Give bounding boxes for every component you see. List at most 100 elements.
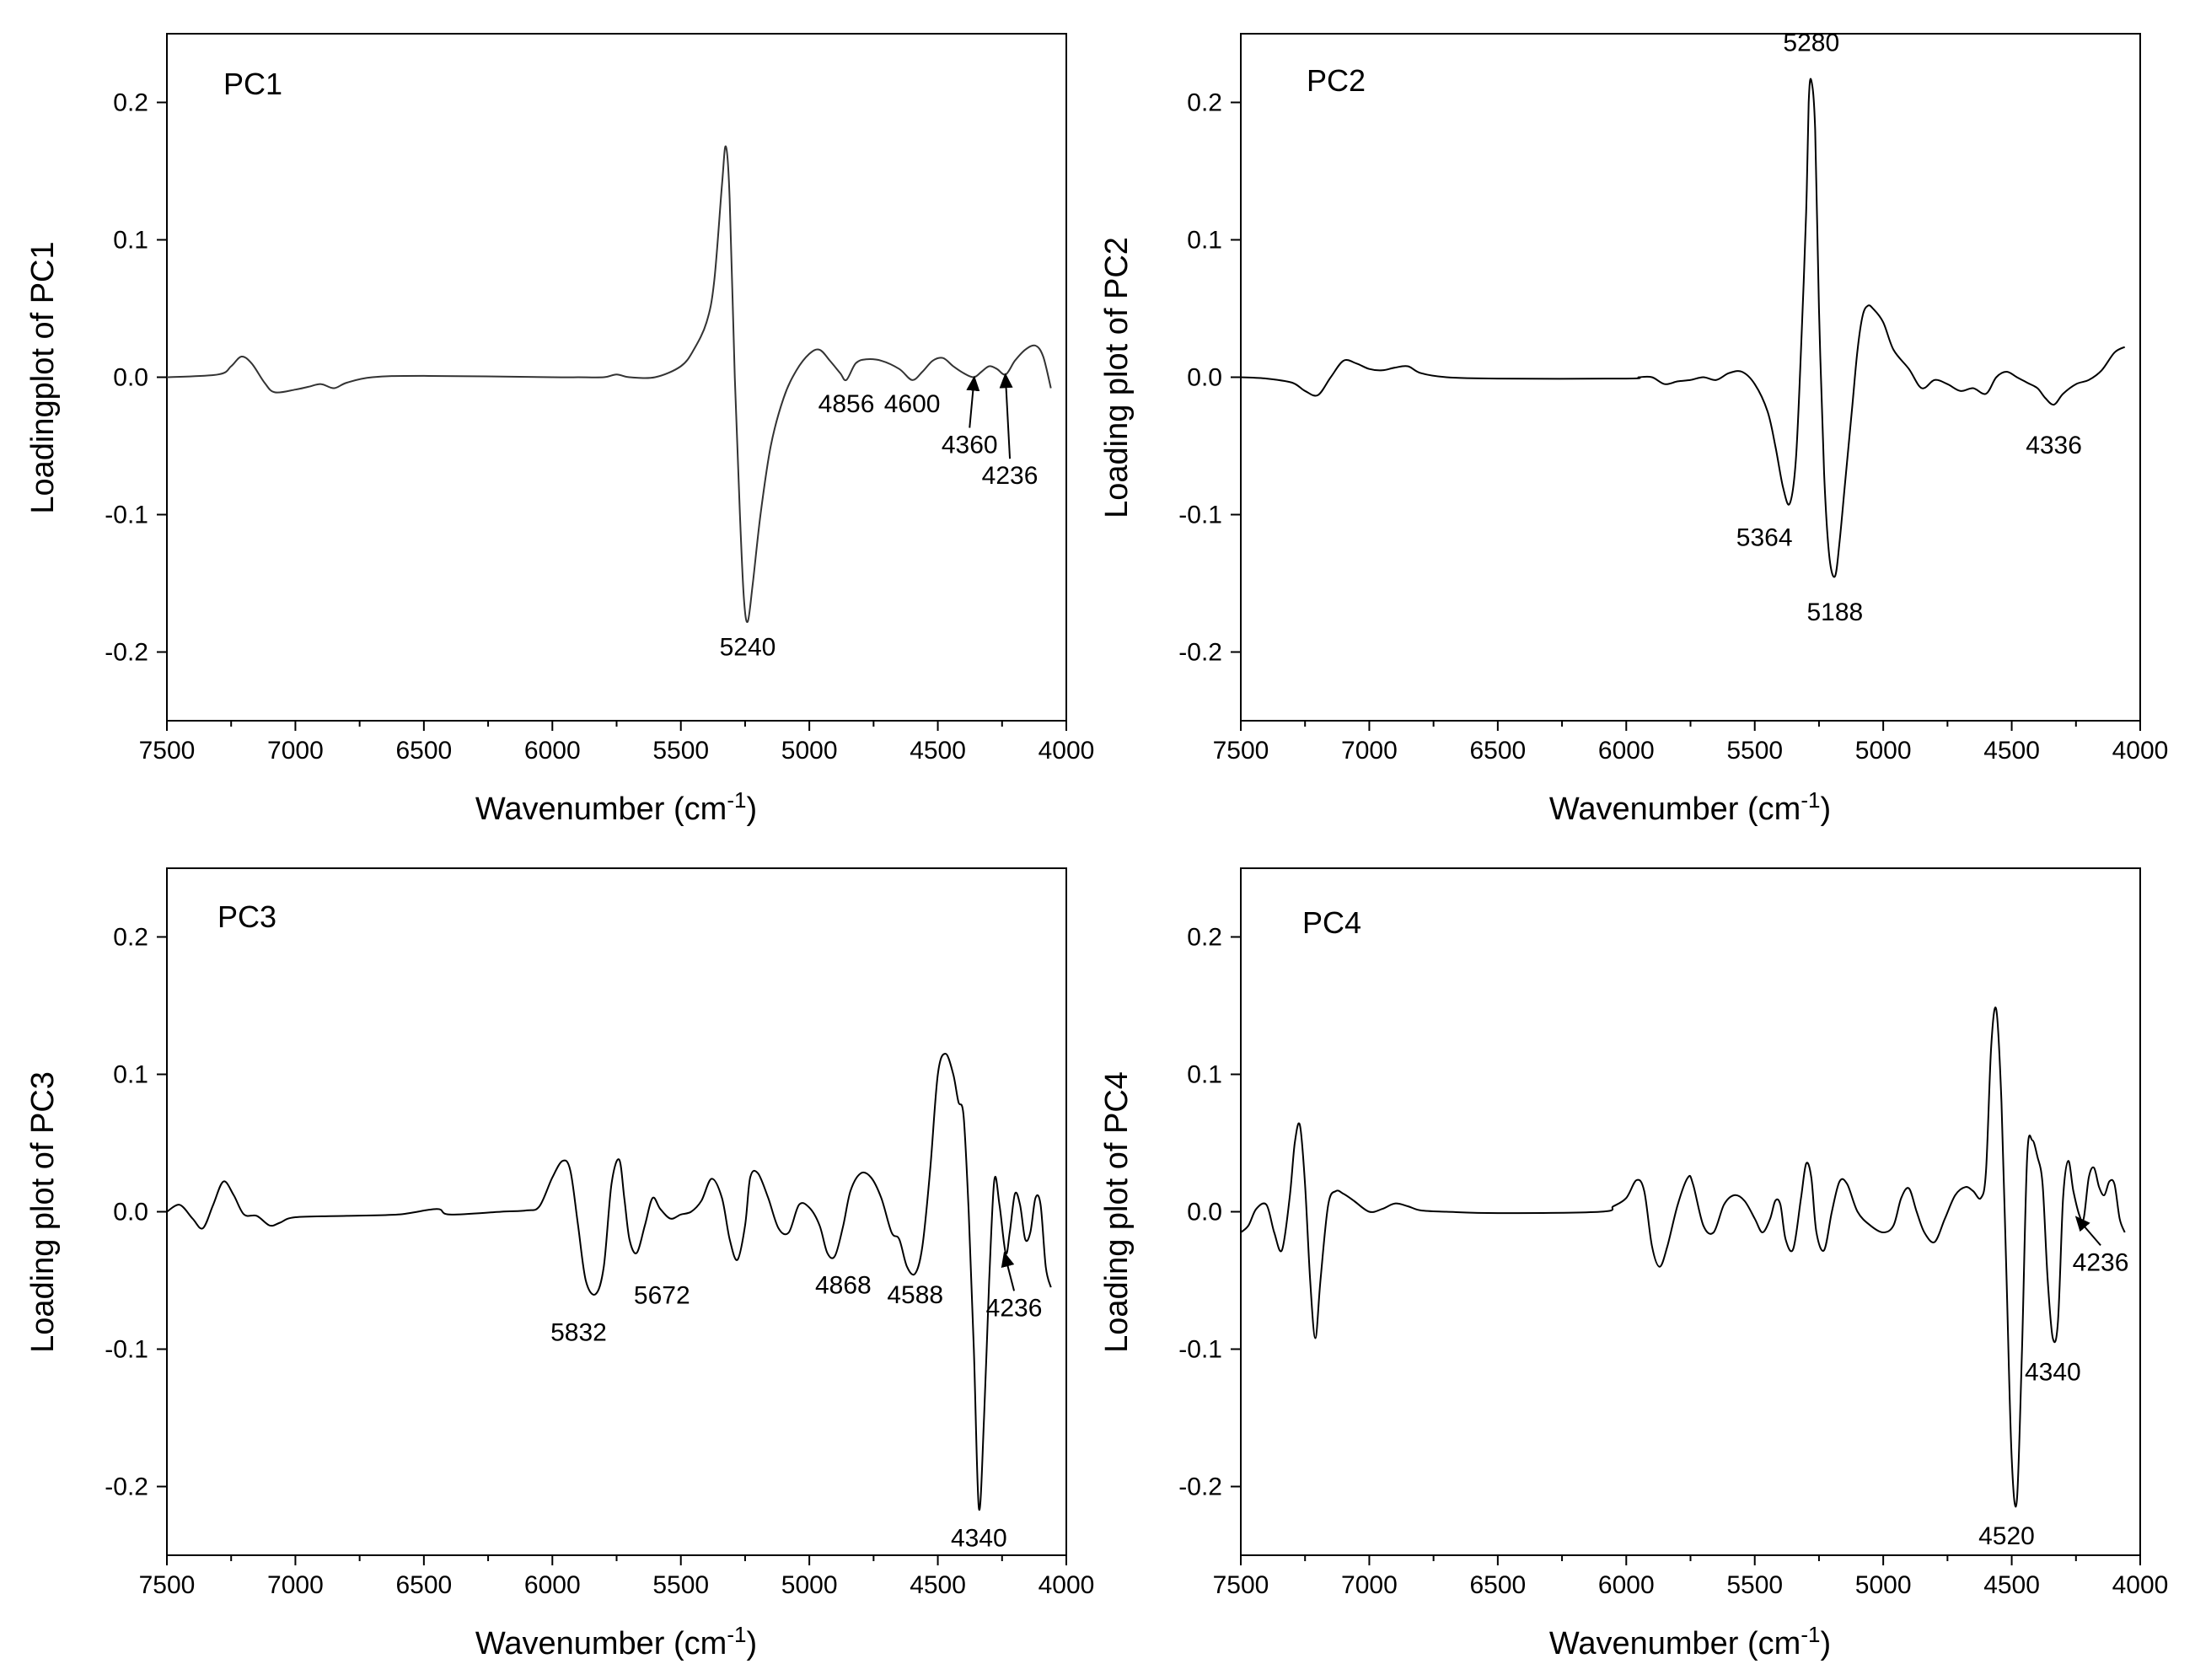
x-tick-label: 5000 (1855, 737, 1912, 765)
peak-label: 4360 (942, 432, 998, 459)
y-tick-label: -0.1 (1178, 502, 1222, 529)
y-tick-label: -0.1 (105, 502, 148, 529)
peak-label: 4236 (982, 462, 1038, 490)
plot-frame (1240, 33, 2141, 722)
peak-label: 4236 (986, 1294, 1043, 1322)
annotation-arrow (2074, 1216, 2101, 1247)
y-tick-label: 0.0 (113, 364, 148, 392)
y-tick-label: -0.2 (105, 1473, 148, 1501)
x-axis-title: Wavenumber (cm-1) (475, 787, 757, 827)
series-line (166, 145, 1052, 624)
x-tick-label: 4500 (1983, 737, 2040, 765)
panel-label: PC4 (1302, 905, 1361, 940)
y-tick-label: 0.1 (1187, 1061, 1222, 1089)
series-line (166, 1053, 1052, 1511)
y-tick-label: 0.1 (113, 227, 148, 255)
x-tick-label: 5500 (652, 1571, 709, 1599)
panel-pc3: 7500 7000 6500 6000 5500 5000 4500 4000 0.20.10… (25, 867, 1095, 1661)
y-tick-label: -0.2 (1178, 639, 1222, 667)
x-tick-label: 6000 (524, 1571, 581, 1599)
y-tick-label: 0.2 (1187, 89, 1222, 117)
panel-pc1: 7500 7000 6500 6000 5500 5000 4500 4000 0.20.10… (25, 33, 1095, 827)
y-ticks: 0.2 0.1 0.0 -0.1 -0.2 (1178, 89, 1241, 667)
y-axis-title: Loadingplot of PC1 (25, 241, 61, 513)
peak-label: 4340 (951, 1525, 1007, 1553)
x-tick-label: 7500 (1213, 737, 1269, 765)
x-tick-label: 7500 (139, 1571, 196, 1599)
y-ticks: 0.2 0.1 0.0 -0.1 -0.2 (105, 89, 167, 667)
y-axis-title: Loading plot of PC4 (1099, 1071, 1135, 1353)
x-tick-label: 4000 (1038, 1571, 1095, 1599)
x-tick-label: 6500 (1469, 737, 1526, 765)
x-ticks: 7500 7000 6500 6000 5500 5000 4500 4000 (1213, 1555, 2169, 1599)
x-tick-label: 7500 (1213, 1571, 1269, 1599)
x-tick-label: 5000 (781, 737, 838, 765)
x-tick-label: 5500 (1726, 1571, 1783, 1599)
y-tick-label: 0.1 (113, 1061, 148, 1089)
x-tick-label: 6000 (524, 737, 581, 765)
peak-label: 5672 (634, 1281, 690, 1309)
x-tick-label: 6000 (1598, 1571, 1655, 1599)
x-tick-label: 6500 (395, 737, 452, 765)
x-tick-label: 6500 (395, 1571, 452, 1599)
y-tick-label: -0.1 (105, 1336, 148, 1364)
x-tick-label: 4500 (910, 1571, 966, 1599)
x-tick-label: 4000 (2112, 737, 2169, 765)
panel-label: PC2 (1307, 63, 1366, 98)
x-ticks: 7500 7000 6500 6000 5500 5000 4500 4000 (1213, 721, 2169, 765)
annotation-arrow (999, 373, 1013, 459)
x-ticks: 7500 7000 6500 6000 5500 5000 4500 4000 (139, 721, 1095, 765)
annotation-layer: 5280 5364 5188 4336 (1736, 29, 2082, 625)
peak-label: 5832 (550, 1318, 607, 1346)
y-tick-label: 0.0 (1187, 364, 1222, 392)
peak-label: 4868 (815, 1272, 872, 1300)
x-ticks: 7500 7000 6500 6000 5500 5000 4500 4000 (139, 1555, 1095, 1599)
peak-label: 4340 (2025, 1358, 2081, 1386)
x-axis-title: Wavenumber (cm-1) (1549, 1622, 1831, 1661)
x-tick-label: 6500 (1469, 1571, 1526, 1599)
annotation-arrow (966, 375, 980, 428)
y-tick-label: 0.1 (1187, 227, 1222, 255)
y-axis-title: Loading plot of PC2 (1099, 237, 1135, 518)
x-tick-label: 7500 (139, 737, 196, 765)
x-tick-label: 5000 (781, 1571, 838, 1599)
x-tick-label: 5500 (1726, 737, 1783, 765)
x-tick-label: 4000 (2112, 1571, 2169, 1599)
series-layer (1240, 1006, 2126, 1508)
peak-label: 4336 (2026, 432, 2082, 459)
y-tick-label: 0.0 (113, 1199, 148, 1226)
peak-label: 4856 (818, 390, 875, 418)
y-ticks: 0.2 0.1 0.0 -0.1 -0.2 (1178, 924, 1241, 1501)
series-layer (166, 1053, 1052, 1511)
y-tick-label: -0.1 (1178, 1336, 1222, 1364)
x-tick-label: 7000 (1341, 1571, 1398, 1599)
peak-label: 5280 (1783, 29, 1839, 56)
plot-frame (166, 33, 1067, 722)
y-tick-label: -0.2 (1178, 1473, 1222, 1501)
x-tick-label: 4500 (1983, 1571, 2040, 1599)
peak-label: 5364 (1736, 523, 1793, 551)
peak-label: 5240 (720, 634, 776, 662)
x-tick-label: 4000 (1038, 737, 1095, 765)
series-layer (1240, 78, 2126, 578)
panel-pc4: 7500 7000 6500 6000 5500 5000 4500 4000 0.20.10… (1099, 867, 2169, 1661)
plot-frame (166, 867, 1067, 1556)
x-tick-label: 4500 (910, 737, 966, 765)
series-layer (166, 145, 1052, 624)
y-ticks: 0.2 0.1 0.0 -0.1 -0.2 (105, 924, 167, 1501)
annotation-arrow (1001, 1251, 1016, 1291)
peak-label: 4236 (2073, 1248, 2129, 1276)
series-line (1240, 1006, 2126, 1508)
annotation-layer: 4520 4340 4236 (1978, 1216, 2129, 1550)
x-tick-label: 7000 (1341, 737, 1398, 765)
x-tick-label: 5000 (1855, 1571, 1912, 1599)
panel-pc2: 7500 7000 6500 6000 5500 5000 4500 4000 0.20.10… (1099, 29, 2168, 827)
annotation-layer: 5832 5672 4868 4588 4340 4236 (550, 1251, 1043, 1553)
peak-label: 4600 (884, 390, 941, 418)
peak-label: 4520 (1978, 1522, 2035, 1550)
y-axis-title: Loading plot of PC3 (25, 1071, 61, 1353)
y-tick-label: 0.2 (113, 924, 148, 952)
x-tick-label: 7000 (267, 737, 324, 765)
y-tick-label: 0.2 (1187, 924, 1222, 952)
